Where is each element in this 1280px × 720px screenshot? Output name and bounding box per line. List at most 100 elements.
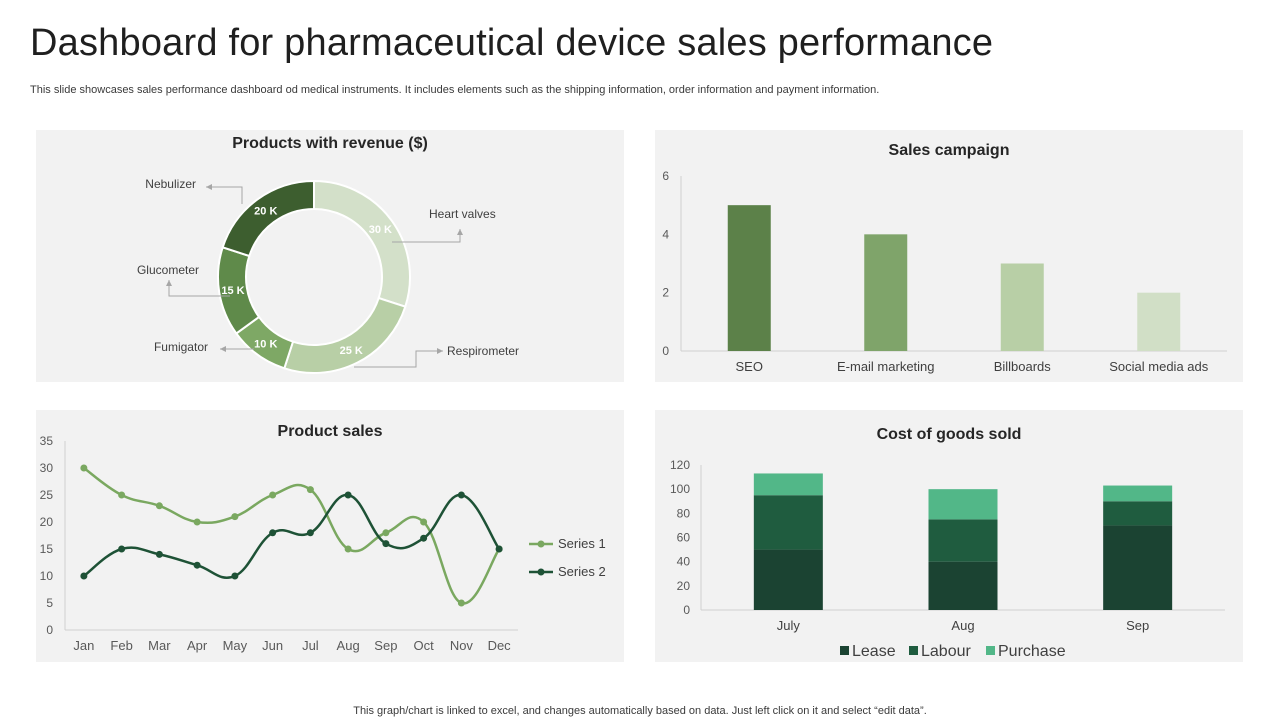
x-tick-label: May xyxy=(223,638,248,653)
x-tick-label: Social media ads xyxy=(1109,359,1208,374)
y-tick-label: 20 xyxy=(40,515,54,529)
legend-label: Series 2 xyxy=(558,564,606,579)
donut-slice-nebulizer[interactable] xyxy=(221,179,315,258)
legend-marker xyxy=(537,540,545,548)
legend-marker xyxy=(537,568,545,576)
y-tick-label: 6 xyxy=(662,169,669,183)
y-tick-label: 30 xyxy=(40,461,54,475)
y-tick-label: 10 xyxy=(40,569,54,583)
x-tick-label: Aug xyxy=(951,618,974,633)
leader-arrow-icon xyxy=(166,280,172,286)
series-2-point[interactable] xyxy=(269,529,277,537)
donut-category-label: Heart valves xyxy=(429,207,496,221)
x-tick-label: Jul xyxy=(302,638,319,653)
product-sales-chart[interactable]: 0 5 10 15 20 25 30 35 Jan Feb Mar Apr May Jun Jul Aug Se… xyxy=(36,410,624,662)
stack-segment-purchase[interactable] xyxy=(928,489,998,520)
bar-social-media-ads[interactable] xyxy=(1137,292,1181,351)
x-tick-label: Sep xyxy=(374,638,397,653)
donut-value-label: 25 K xyxy=(340,345,363,357)
sales-campaign-chart[interactable]: 0 2 4 6 SEO E-mail marketing Billboards Social … xyxy=(655,130,1243,382)
y-tick-label: 25 xyxy=(40,488,54,502)
series-2-point[interactable] xyxy=(193,561,201,569)
leader-line xyxy=(354,350,443,368)
legend-swatch xyxy=(909,646,918,655)
series-2-point[interactable] xyxy=(495,545,503,553)
series-2-point[interactable] xyxy=(382,540,390,548)
stack-segment-labour[interactable] xyxy=(753,495,823,550)
x-tick-label: SEO xyxy=(736,359,763,374)
legend-label: Lease xyxy=(852,643,896,660)
x-tick-label: July xyxy=(777,618,801,633)
series-1-point[interactable] xyxy=(118,491,126,499)
stack-segment-lease[interactable] xyxy=(753,549,823,610)
donut-value-label: 15 K xyxy=(221,285,244,297)
stack-segment-purchase[interactable] xyxy=(753,473,823,496)
x-tick-label: Nov xyxy=(450,638,474,653)
x-tick-label: Apr xyxy=(187,638,208,653)
stack-segment-lease[interactable] xyxy=(1103,525,1173,610)
y-tick-label: 5 xyxy=(46,596,53,610)
x-tick-label: Mar xyxy=(148,638,171,653)
donut-category-label: Respirometer xyxy=(447,344,519,358)
x-tick-label: E-mail marketing xyxy=(837,359,935,374)
donut-slice-respirometer[interactable] xyxy=(283,296,407,374)
series-2-point[interactable] xyxy=(118,545,126,553)
y-tick-label: 60 xyxy=(677,531,691,545)
stack-segment-labour[interactable] xyxy=(1103,501,1173,526)
y-tick-label: 2 xyxy=(662,286,669,300)
legend-swatch xyxy=(986,646,995,655)
series-line-1[interactable] xyxy=(83,466,501,605)
series-1-point[interactable] xyxy=(193,518,201,526)
y-tick-label: 4 xyxy=(662,227,669,241)
x-tick-label: Billboards xyxy=(994,359,1052,374)
series-1-point[interactable] xyxy=(80,464,88,472)
series-1-point[interactable] xyxy=(269,491,277,499)
series-1-point[interactable] xyxy=(420,518,428,526)
series-2-point[interactable] xyxy=(231,572,239,580)
donut-slice-heart-valves[interactable] xyxy=(313,179,411,308)
sales-campaign-panel[interactable]: Sales campaign 0 2 4 6 SEO E-mail marketing Bi… xyxy=(655,130,1243,382)
x-tick-label: Sep xyxy=(1126,618,1149,633)
x-tick-label: Dec xyxy=(488,638,512,653)
series-2-point[interactable] xyxy=(155,550,163,558)
series-1-point[interactable] xyxy=(382,529,390,537)
y-tick-label: 40 xyxy=(677,555,691,569)
campaign-chart-title: Sales campaign xyxy=(888,142,1010,159)
y-tick-label: 0 xyxy=(662,344,669,358)
series-1-point[interactable] xyxy=(306,486,314,494)
series-2-point[interactable] xyxy=(306,529,314,537)
x-tick-label: Oct xyxy=(414,638,435,653)
x-tick-label: Jan xyxy=(73,638,94,653)
series-line-2[interactable] xyxy=(83,493,501,579)
series-2-point[interactable] xyxy=(420,534,428,542)
cogs-panel[interactable]: Cost of goods sold 0 20 40 60 80 100 120 July Au… xyxy=(655,410,1243,662)
revenue-donut-panel[interactable]: Products with revenue ($) 30 K Heart valv… xyxy=(36,130,624,382)
donut-category-label: Nebulizer xyxy=(145,177,196,191)
y-tick-label: 0 xyxy=(46,623,53,637)
stack-segment-labour[interactable] xyxy=(928,519,998,562)
stack-segment-purchase[interactable] xyxy=(1103,485,1173,502)
series-1-point[interactable] xyxy=(344,545,352,553)
footer-note: This graph/chart is linked to excel, and… xyxy=(353,705,927,717)
leader-arrow-icon xyxy=(220,346,226,352)
series-2-point[interactable] xyxy=(457,491,465,499)
series-1-point[interactable] xyxy=(231,513,239,521)
x-tick-label: Aug xyxy=(337,638,360,653)
series-1-point[interactable] xyxy=(457,599,465,607)
bar-billboards[interactable] xyxy=(1000,263,1044,352)
series-2-point[interactable] xyxy=(80,572,88,580)
cogs-chart[interactable]: 0 20 40 60 80 100 120 July Aug Sep Lease Labour Purc… xyxy=(655,410,1243,662)
stack-segment-lease[interactable] xyxy=(928,561,998,610)
product-sales-panel[interactable]: Product sales 0 5 10 15 20 25 30 35 Jan Feb Mar Apr… xyxy=(36,410,624,662)
revenue-donut-chart[interactable]: 30 K Heart valves 25 K Respirometer 10 K Fumi… xyxy=(36,130,624,382)
bar-e-mail-marketing[interactable] xyxy=(864,234,908,351)
y-tick-label: 80 xyxy=(677,506,691,520)
series-2-point[interactable] xyxy=(344,491,352,499)
y-tick-label: 15 xyxy=(40,542,54,556)
leader-arrow-icon xyxy=(457,229,463,235)
page-subtitle: This slide showcases sales performance d… xyxy=(30,84,880,96)
legend-label: Labour xyxy=(921,643,971,660)
donut-category-label: Fumigator xyxy=(154,340,208,354)
bar-seo[interactable] xyxy=(727,205,771,351)
series-1-point[interactable] xyxy=(155,502,163,510)
